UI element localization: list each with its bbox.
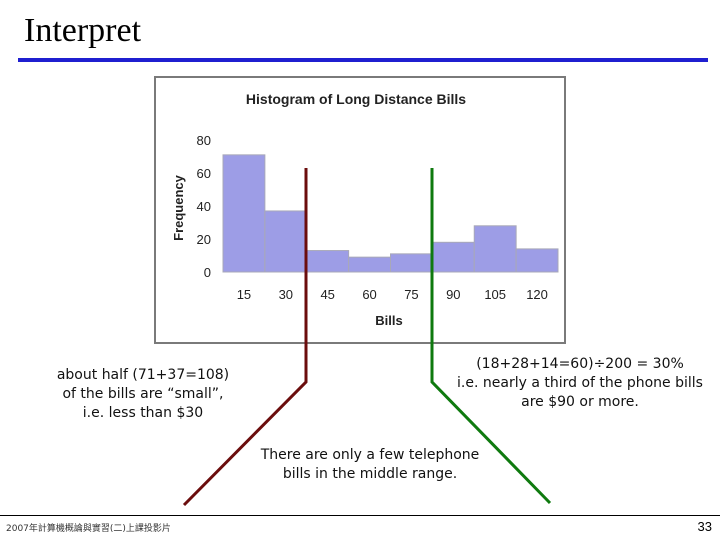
note-middle-range: There are only a few telephone bills in … bbox=[252, 446, 488, 484]
x-tick-label: 120 bbox=[526, 287, 548, 302]
bars-group bbox=[222, 154, 559, 273]
note-right-line-3: are $90 or more. bbox=[521, 394, 639, 410]
page-number: 33 bbox=[697, 519, 712, 534]
y-axis-ticks: 0 20 40 60 80 bbox=[197, 133, 211, 280]
histogram-bar bbox=[348, 256, 391, 273]
histogram-svg: Histogram of Long Distance Bills 0 20 40 60… bbox=[171, 91, 559, 328]
x-tick-label: 60 bbox=[362, 287, 376, 302]
note-small-bills: about half (71+37=108) of the bills are … bbox=[40, 366, 246, 423]
note-middle-line-1: There are only a few telephone bbox=[260, 447, 480, 463]
note-middle-line-2: bills in the middle range. bbox=[282, 466, 458, 482]
histogram-bar bbox=[222, 154, 266, 273]
histogram-bar bbox=[306, 250, 350, 273]
note-right-line-1: (18+28+14=60)÷200 = 30% bbox=[476, 356, 684, 372]
slide-title: Interpret bbox=[24, 12, 142, 49]
x-tick-label: 105 bbox=[484, 287, 506, 302]
y-tick-label: 20 bbox=[197, 232, 211, 247]
footer-rule bbox=[0, 515, 720, 516]
title-underline bbox=[18, 58, 708, 62]
note-left-line-1: about half (71+37=108) bbox=[56, 367, 230, 383]
histogram-bar bbox=[264, 210, 308, 273]
y-tick-label: 40 bbox=[197, 199, 211, 214]
histogram-bar bbox=[515, 248, 559, 273]
x-axis-ticks: 15 30 45 60 75 90 105 120 bbox=[237, 287, 548, 302]
histogram-bar bbox=[390, 253, 433, 273]
note-large-bills: (18+28+14=60)÷200 = 30% i.e. nearly a th… bbox=[448, 355, 712, 412]
note-left-line-2: of the bills are “small”, bbox=[62, 386, 224, 402]
histogram-bar bbox=[431, 241, 475, 273]
x-tick-label: 90 bbox=[446, 287, 460, 302]
y-tick-label: 0 bbox=[204, 265, 211, 280]
x-tick-label: 75 bbox=[404, 287, 418, 302]
y-axis-label: Frequency bbox=[171, 174, 186, 241]
histogram-bar bbox=[473, 225, 517, 273]
footer-text: 2007年計算機概論與實習(二)上課投影片 bbox=[6, 524, 171, 534]
y-tick-label: 60 bbox=[197, 166, 211, 181]
y-tick-label: 80 bbox=[197, 133, 211, 148]
x-tick-label: 15 bbox=[237, 287, 251, 302]
histogram-chart: Histogram of Long Distance Bills 0 20 40 60… bbox=[154, 76, 566, 344]
chart-title: Histogram of Long Distance Bills bbox=[246, 91, 466, 107]
x-axis-label: Bills bbox=[375, 313, 402, 328]
x-tick-label: 30 bbox=[279, 287, 293, 302]
note-left-line-3: i.e. less than $30 bbox=[82, 405, 204, 421]
x-tick-label: 45 bbox=[320, 287, 334, 302]
note-right-line-2: i.e. nearly a third of the phone bills bbox=[457, 375, 703, 391]
